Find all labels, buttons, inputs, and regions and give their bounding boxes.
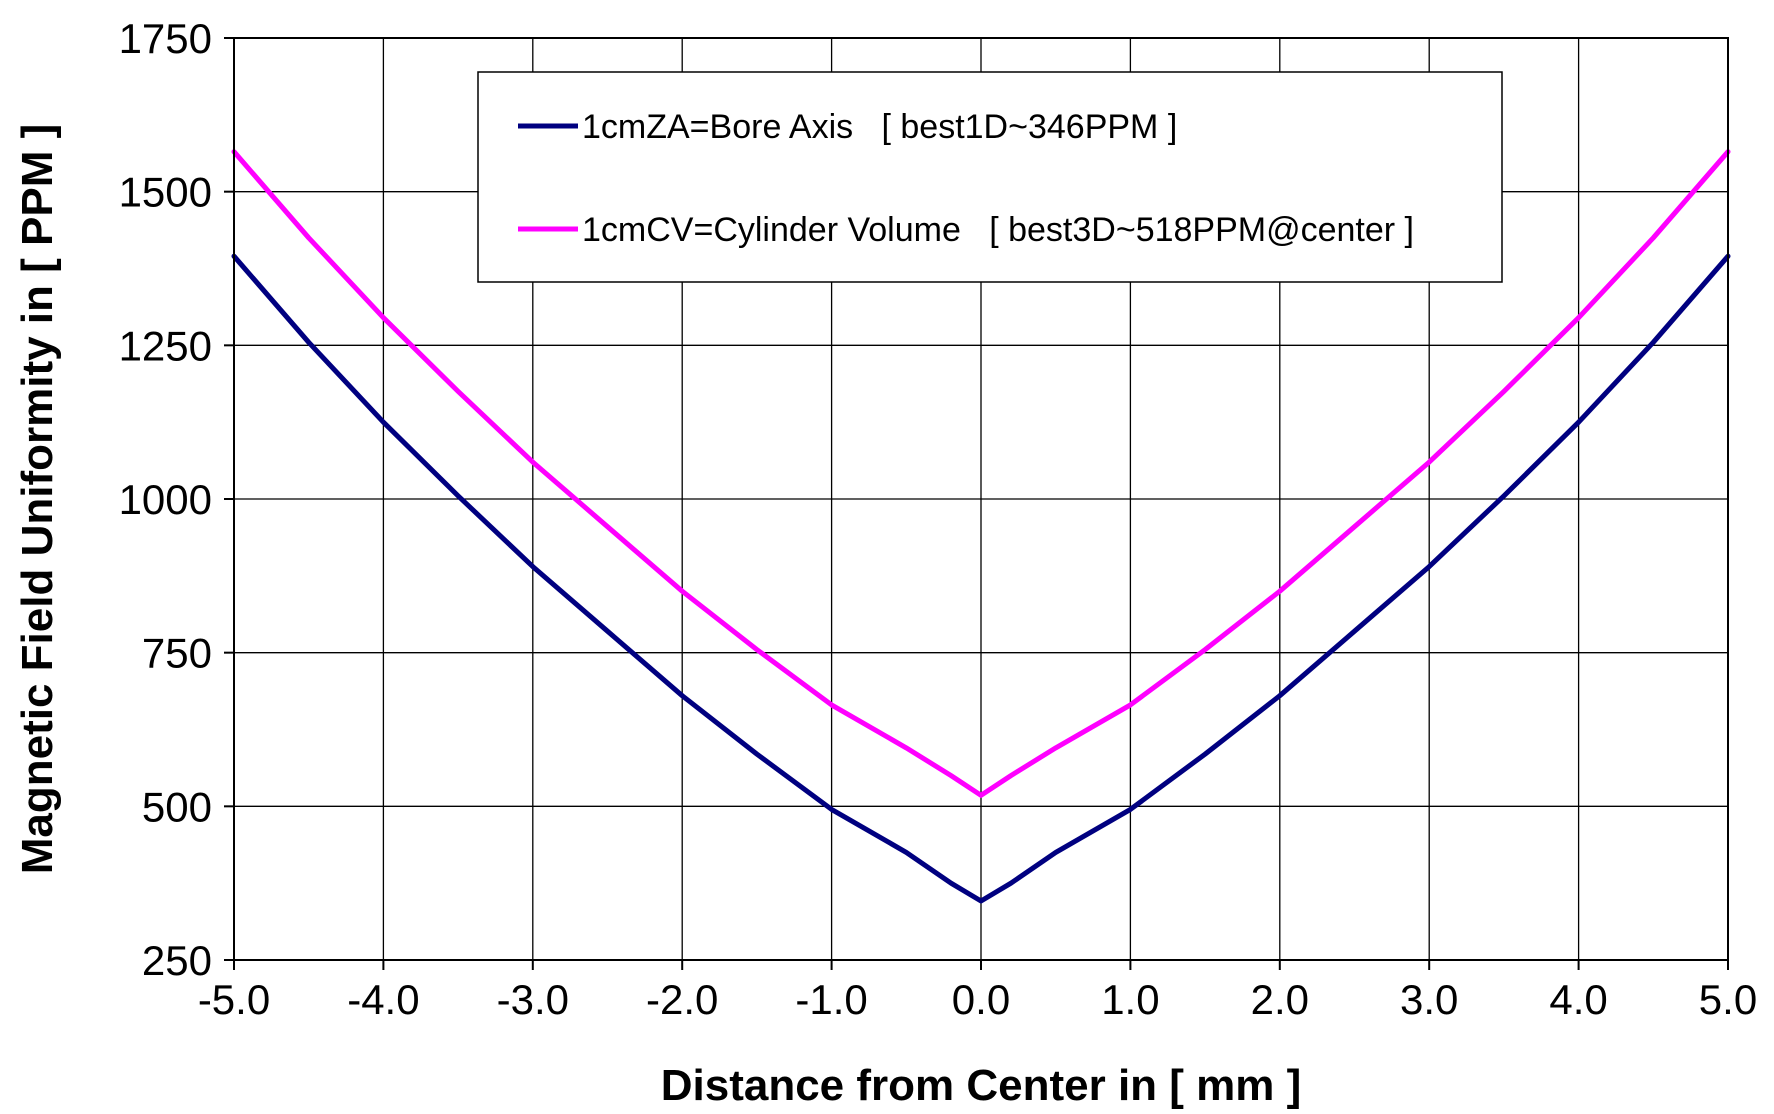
x-tick-label: 2.0 (1251, 976, 1309, 1023)
x-tick-label: -4.0 (347, 976, 419, 1023)
y-axis-title: Magnetic Field Uniformity in [ PPM ] (13, 124, 62, 874)
y-tick-label: 750 (142, 630, 212, 677)
x-tick-label: 3.0 (1400, 976, 1458, 1023)
y-tick-label: 500 (142, 783, 212, 830)
y-tick-label: 1000 (119, 476, 212, 523)
legend-label-cylinder-volume: 1cmCV=Cylinder Volume [ best3D~518PPM@ce… (582, 211, 1414, 249)
x-tick-label: 5.0 (1699, 976, 1757, 1023)
y-tick-label: 1500 (119, 169, 212, 216)
x-tick-label: -2.0 (646, 976, 718, 1023)
x-tick-label: -5.0 (198, 976, 270, 1023)
legend-label-bore-axis: 1cmZA=Bore Axis [ best1D~346PPM ] (582, 108, 1177, 146)
x-tick-label: -3.0 (497, 976, 569, 1023)
series-lines (231, 149, 1731, 904)
x-tick-labels: -5.0 -4.0 -3.0 -2.0 -1.0 0.0 1.0 2.0 3.0 4.0 5.0 (198, 976, 1757, 1023)
series-line-bore-axis (231, 253, 1731, 904)
x-tick-label: 4.0 (1549, 976, 1607, 1023)
legend-box (477, 71, 1503, 283)
legend: 1cmZA=Bore Axis [ best1D~346PPM ] 1cmCV=… (477, 71, 1503, 283)
plot-frame (233, 37, 1729, 961)
y-tick-label: 1250 (119, 322, 212, 369)
x-axis-title: Distance from Center in [ mm ] (661, 1061, 1302, 1109)
x-tick-label: -1.0 (795, 976, 867, 1023)
x-tick-label: 1.0 (1101, 976, 1159, 1023)
x-tick-label: 0.0 (952, 976, 1010, 1023)
y-tick-label: 250 (142, 937, 212, 984)
series-line-cylinder-volume (231, 149, 1731, 798)
y-tick-labels: 250 500 750 1000 1250 1500 1750 (119, 15, 212, 984)
y-tick-label: 1750 (119, 15, 212, 62)
